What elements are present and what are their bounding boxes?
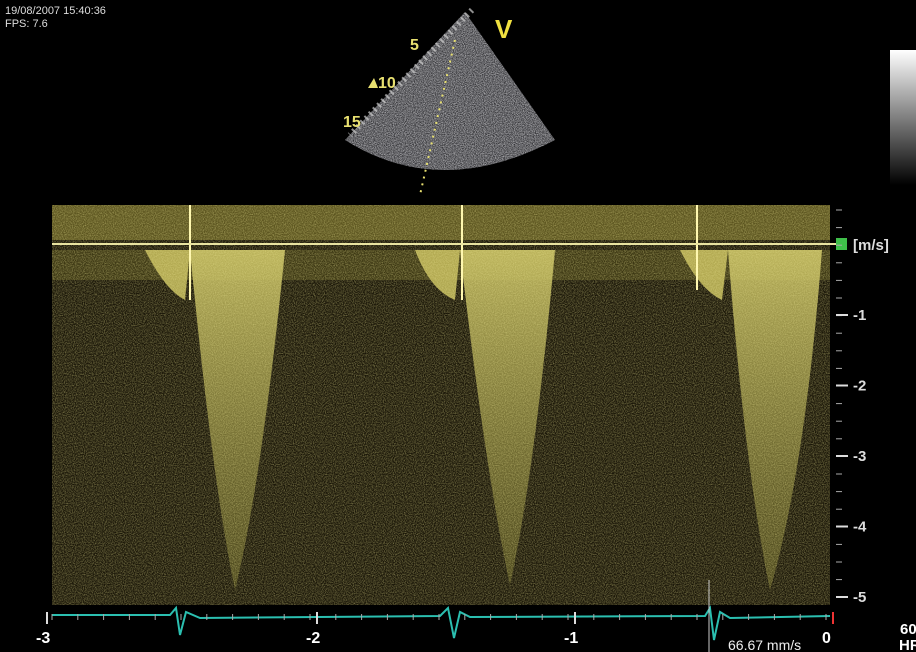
- baseline-marker: [836, 238, 847, 250]
- heart-rate-value: 60: [900, 621, 916, 638]
- fps: FPS: 7.6: [5, 18, 48, 30]
- focus-marker: [368, 78, 378, 88]
- depth-label: 10: [378, 75, 396, 92]
- doppler-spectrum: [52, 205, 830, 605]
- depth-label: 15: [343, 114, 361, 131]
- time-tick-label: -1: [564, 630, 578, 647]
- sweep-speed: 66.67 mm/s: [728, 637, 801, 652]
- velocity-tick-label: -5: [853, 589, 866, 606]
- ultrasound-screen: 19/08/2007 15:40:36 FPS: 7.6 V 5 10 15 […: [0, 0, 916, 652]
- velocity-tick-label: -1: [853, 307, 866, 324]
- page: 19/08/2007 15:40:36 FPS: 7.6 V 5 10 15 […: [0, 0, 916, 652]
- velocity-tick-label: -3: [853, 448, 866, 465]
- grey-scale-bar: [890, 50, 916, 185]
- time-tick-label: -2: [306, 630, 320, 647]
- sector-image: [340, 10, 560, 200]
- sector-label: V: [495, 14, 513, 44]
- ecg-trace: [52, 608, 830, 640]
- time-tick-label: -3: [36, 630, 50, 647]
- velocity-tick-label: -4: [853, 519, 867, 536]
- depth-label: 5: [410, 37, 419, 54]
- velocity-tick-label: -2: [853, 378, 866, 395]
- datetime: 19/08/2007 15:40:36: [5, 5, 106, 17]
- time-tick-label: 0: [822, 630, 831, 647]
- velocity-unit: [m/s]: [853, 237, 889, 254]
- heart-rate-label: HR: [899, 637, 916, 652]
- velocity-axis: -1 -2 -3 -4 -5: [836, 210, 867, 606]
